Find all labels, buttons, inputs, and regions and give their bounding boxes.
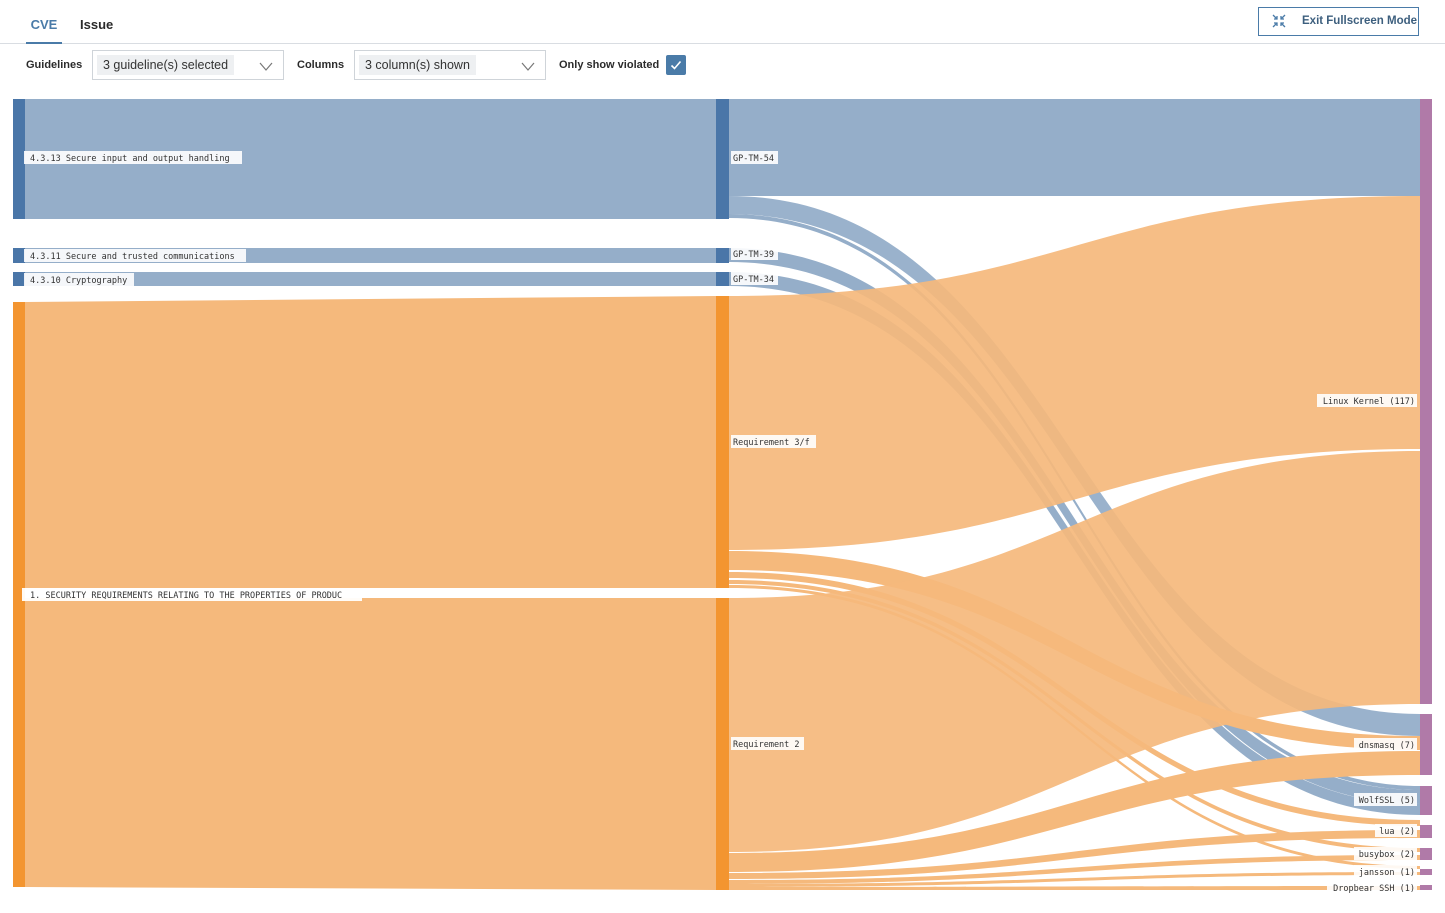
label-lua: lua (2): [1375, 824, 1417, 837]
node-gp-tm-34[interactable]: [716, 272, 729, 286]
svg-text:lua (2): lua (2): [1379, 827, 1415, 837]
node-jansson[interactable]: [1420, 869, 1432, 875]
label-jansson: jansson (1): [1354, 865, 1417, 878]
collapse-icon: [1272, 14, 1286, 28]
link-req-2-linux[interactable]: [729, 451, 1420, 852]
svg-text:1. SECURITY REQUIREMENTS RELAT: 1. SECURITY REQUIREMENTS RELATING TO THE…: [30, 591, 342, 601]
sankey-diagram: 4.3.13 Secure input and output handling …: [13, 99, 1432, 894]
label-dnsmasq: dnsmasq (7): [1354, 738, 1417, 751]
only-violated-label: Only show violated: [559, 59, 660, 71]
svg-text:GP-TM-39: GP-TM-39: [733, 250, 774, 260]
node-gp-tm-39[interactable]: [716, 248, 729, 263]
label-requirement-3f: Requirement 3/f: [731, 435, 816, 448]
node-dropbear-ssh[interactable]: [1420, 885, 1432, 890]
tab-cve[interactable]: CVE: [26, 0, 62, 44]
label-gp-tm-39: GP-TM-39: [731, 247, 778, 260]
svg-text:4.3.11 Secure and trusted comm: 4.3.11 Secure and trusted communications: [30, 252, 235, 262]
node-lua[interactable]: [1420, 825, 1432, 838]
label-busybox: busybox (2): [1354, 847, 1417, 860]
link-gp-tm-54-linux[interactable]: [729, 99, 1420, 196]
link-security-req-2[interactable]: [25, 598, 716, 890]
filter-bar: Guidelines 3 guideline(s) selected Colum…: [0, 44, 1445, 88]
columns-select-value: 3 column(s) shown: [359, 55, 476, 75]
link-req-2-jansson[interactable]: [729, 872, 1420, 887]
label-gp-tm-34: GP-TM-34: [731, 272, 778, 285]
columns-select[interactable]: 3 column(s) shown: [354, 50, 546, 80]
link-gp-tm-54-wolfssl[interactable]: [729, 214, 1420, 790]
only-violated-checkbox[interactable]: [666, 55, 686, 75]
label-guideline-security-req: 1. SECURITY REQUIREMENTS RELATING TO THE…: [22, 588, 362, 601]
svg-text:dnsmasq (7): dnsmasq (7): [1359, 741, 1415, 751]
node-guideline-4310[interactable]: [13, 272, 25, 286]
node-busybox[interactable]: [1420, 848, 1432, 860]
node-guideline-4311[interactable]: [13, 248, 25, 263]
svg-text:Requirement 3/f: Requirement 3/f: [733, 438, 810, 448]
link-req-2-busybox[interactable]: [729, 855, 1420, 884]
node-wolfssl[interactable]: [1420, 786, 1432, 815]
guidelines-label: Guidelines: [26, 59, 83, 71]
svg-text:busybox (2): busybox (2): [1359, 850, 1415, 860]
svg-text:WolfSSL (5): WolfSSL (5): [1359, 796, 1415, 806]
node-requirement-2[interactable]: [716, 598, 729, 890]
node-guideline-security-req[interactable]: [13, 302, 25, 887]
svg-text:Requirement 2: Requirement 2: [733, 740, 800, 750]
label-guideline-4310: 4.3.10 Cryptography: [24, 273, 134, 286]
guidelines-select[interactable]: 3 guideline(s) selected: [92, 50, 284, 80]
exit-fullscreen-label: Exit Fullscreen Mode: [1302, 15, 1418, 27]
node-gp-tm-54[interactable]: [716, 99, 729, 219]
link-4313-gp-tm-54[interactable]: [25, 99, 716, 219]
check-icon: [670, 60, 682, 70]
label-wolfssl: WolfSSL (5): [1354, 793, 1417, 806]
label-gp-tm-54: GP-TM-54: [731, 151, 778, 164]
tab-issue[interactable]: Issue: [80, 17, 114, 32]
chevron-down-icon: [521, 59, 535, 71]
node-guideline-4313[interactable]: [13, 99, 25, 219]
link-req-2-lua[interactable]: [729, 830, 1420, 879]
svg-text:jansson (1): jansson (1): [1359, 868, 1415, 878]
link-req-3f-linux[interactable]: [729, 196, 1420, 550]
node-linux-kernel[interactable]: [1420, 99, 1432, 704]
link-req-2-dropbear[interactable]: [729, 886, 1420, 890]
label-requirement-2: Requirement 2: [731, 737, 804, 750]
columns-label: Columns: [297, 59, 345, 71]
exit-fullscreen-button[interactable]: Exit Fullscreen Mode: [1258, 7, 1419, 36]
label-guideline-4311: 4.3.11 Secure and trusted communications: [24, 249, 246, 262]
node-requirement-3f[interactable]: [716, 296, 729, 588]
link-security-req-3f[interactable]: [25, 296, 716, 588]
label-linux-kernel: Linux Kernel (117): [1317, 394, 1417, 407]
label-guideline-4313: 4.3.13 Secure input and output handling: [24, 151, 242, 164]
node-dnsmasq[interactable]: [1420, 714, 1432, 775]
label-dropbear-ssh: Dropbear SSH (1): [1327, 881, 1417, 894]
tab-bar: CVE Issue Exit Fullscreen Mode: [0, 0, 1445, 44]
svg-text:Dropbear SSH (1): Dropbear SSH (1): [1333, 884, 1415, 894]
svg-text:4.3.13 Secure input and output: 4.3.13 Secure input and output handling: [30, 154, 230, 164]
link-req-2-dnsmasq[interactable]: [729, 751, 1420, 872]
svg-text:4.3.10 Cryptography: 4.3.10 Cryptography: [30, 276, 127, 286]
chevron-down-icon: [259, 59, 273, 71]
svg-text:GP-TM-34: GP-TM-34: [733, 275, 774, 285]
svg-text:GP-TM-54: GP-TM-54: [733, 154, 774, 164]
link-4310-gp-tm-34[interactable]: [25, 272, 716, 286]
guidelines-select-value: 3 guideline(s) selected: [97, 55, 235, 75]
svg-text:Linux Kernel (117): Linux Kernel (117): [1323, 397, 1415, 407]
